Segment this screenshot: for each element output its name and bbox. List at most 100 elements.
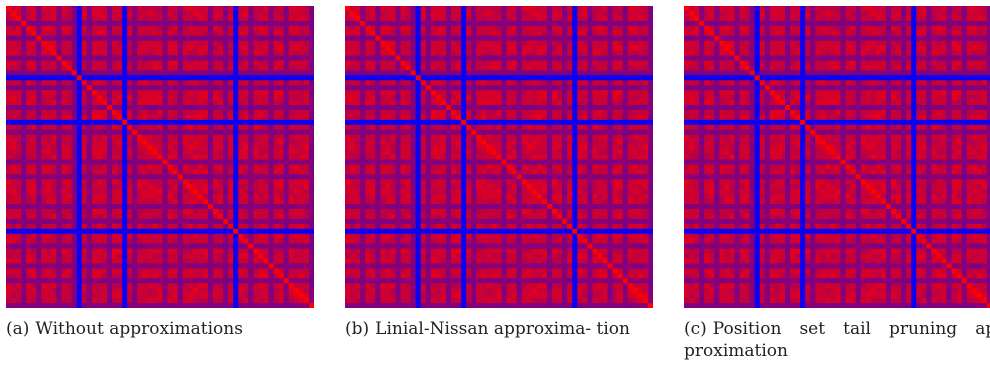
heatmap-cell <box>380 41 386 47</box>
heatmap-cell <box>157 41 163 47</box>
heatmap-cell <box>294 298 300 304</box>
heatmap-cell <box>466 6 472 12</box>
heatmap-cell <box>269 268 275 274</box>
heatmap-cell <box>274 204 280 210</box>
heatmap-cell <box>92 199 98 205</box>
heatmap-cell <box>289 6 295 12</box>
heatmap-cell <box>269 6 275 12</box>
heatmap-cell <box>16 239 22 245</box>
heatmap-cell <box>284 199 290 205</box>
heatmap-cell <box>51 169 57 175</box>
heatmap-cell <box>608 65 614 71</box>
heatmap-cell <box>178 214 184 220</box>
heatmap-cell <box>527 31 533 37</box>
heatmap-cell <box>31 298 37 304</box>
heatmap-cell <box>603 26 609 32</box>
heatmap-cell <box>107 239 113 245</box>
heatmap-cell <box>26 199 32 205</box>
heatmap-cell <box>87 209 93 215</box>
heatmap-cell <box>147 16 153 22</box>
heatmap-cell <box>401 75 407 81</box>
heatmap-cell <box>163 56 169 62</box>
heatmap-cell <box>390 46 396 52</box>
heatmap-cell <box>258 65 264 71</box>
heatmap-cell <box>582 51 588 57</box>
heatmap-cell <box>173 75 179 81</box>
heatmap-cell <box>193 278 199 284</box>
heatmap-cell <box>532 65 538 71</box>
heatmap-cell <box>26 169 32 175</box>
heatmap-cell <box>613 100 619 106</box>
heatmap-cell <box>360 105 366 111</box>
heatmap-cell <box>31 41 37 47</box>
heatmap-cell <box>395 11 401 17</box>
heatmap-cell <box>102 263 108 269</box>
heatmap-cell <box>82 115 88 121</box>
heatmap-cell <box>289 214 295 220</box>
heatmap-cell <box>476 100 482 106</box>
heatmap-cell <box>193 56 199 62</box>
heatmap-cell <box>163 130 169 136</box>
heatmap-cell <box>117 293 123 299</box>
heatmap-cell <box>183 189 189 195</box>
heatmap-cell <box>370 26 376 32</box>
heatmap-cell <box>289 100 295 106</box>
heatmap-cell <box>208 145 214 151</box>
heatmap-cell <box>451 51 457 57</box>
heatmap-cell <box>127 254 133 260</box>
heatmap-cell <box>122 159 128 165</box>
heatmap-cell <box>390 41 396 47</box>
heatmap-cell <box>132 234 138 240</box>
heatmap-cell <box>309 90 314 96</box>
heatmap-cell <box>406 70 412 76</box>
heatmap-cell <box>299 31 305 37</box>
heatmap-cell <box>127 229 133 235</box>
heatmap-cell <box>62 258 68 264</box>
heatmap-cell <box>62 263 68 269</box>
heatmap-cell <box>416 95 422 101</box>
heatmap-cell <box>228 194 234 200</box>
heatmap-cell <box>522 90 528 96</box>
heatmap-cell <box>173 65 179 71</box>
heatmap-cell <box>264 110 270 116</box>
heatmap-cell <box>385 11 391 17</box>
heatmap-cell <box>178 234 184 240</box>
heatmap-cell <box>198 145 204 151</box>
heatmap-cell <box>542 80 548 86</box>
heatmap-cell <box>26 155 32 161</box>
heatmap-cell <box>577 100 583 106</box>
heatmap-cell <box>648 51 653 57</box>
heatmap-cell <box>157 21 163 27</box>
heatmap-cell <box>72 179 78 185</box>
heatmap-cell <box>289 85 295 91</box>
heatmap-cell <box>476 95 482 101</box>
heatmap-cell <box>142 169 148 175</box>
heatmap-cell <box>648 95 653 101</box>
heatmap-cell <box>243 204 249 210</box>
heatmap-cell <box>390 70 396 76</box>
heatmap-cell <box>97 140 103 146</box>
heatmap-cell <box>203 65 209 71</box>
heatmap-cell <box>279 110 285 116</box>
heatmap-cell <box>183 164 189 170</box>
heatmap-cell <box>401 60 407 66</box>
heatmap-cell <box>147 80 153 86</box>
heatmap-cell <box>258 283 264 289</box>
heatmap-cell <box>446 31 452 37</box>
heatmap-cell <box>208 125 214 131</box>
heatmap-cell <box>102 105 108 111</box>
heatmap-cell <box>532 31 538 37</box>
heatmap-cell <box>507 16 513 22</box>
heatmap-cell <box>608 95 614 101</box>
heatmap-cell <box>122 155 128 161</box>
heatmap-cell <box>51 105 57 111</box>
heatmap-cell <box>56 36 62 42</box>
heatmap-cell <box>152 229 158 235</box>
heatmap-cell <box>107 80 113 86</box>
heatmap-cell <box>31 65 37 71</box>
heatmap-cell <box>36 60 42 66</box>
heatmap-cell <box>142 100 148 106</box>
heatmap-cell <box>188 85 194 91</box>
heatmap-cell <box>11 209 17 215</box>
heatmap-cell <box>87 26 93 32</box>
